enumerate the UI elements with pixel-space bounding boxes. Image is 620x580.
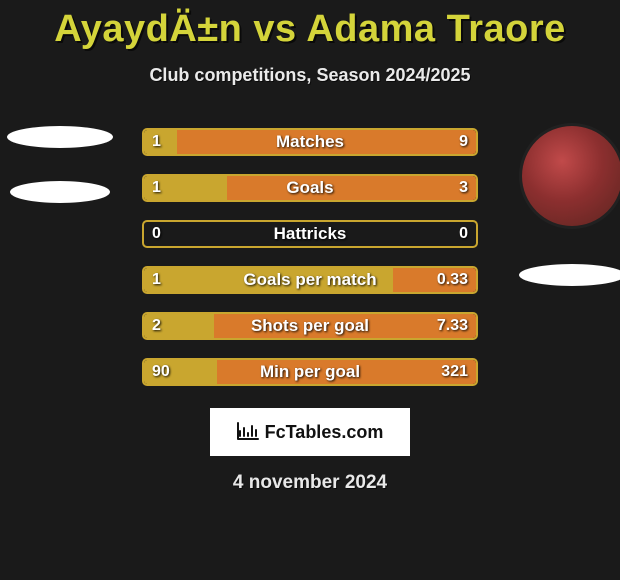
stat-bar-track (142, 128, 478, 156)
stat-row: Matches19 (142, 128, 478, 156)
stat-bar-fill-right (393, 268, 476, 292)
snapshot-date: 4 november 2024 (0, 472, 620, 494)
comparison-stage: Matches19 Goals13 Hattricks00 Goals per mat… (0, 128, 620, 494)
stat-bar-fill-right (214, 314, 476, 338)
stat-bar-fill-right (177, 130, 476, 154)
stat-bar-fill-left (144, 130, 177, 154)
stat-bar-fill-left (144, 268, 393, 292)
stat-bar-track (142, 312, 478, 340)
stat-row: Min per goal90321 (142, 358, 478, 386)
stat-row: Hattricks00 (142, 220, 478, 248)
stat-bar-track (142, 266, 478, 294)
stat-bar-track (142, 358, 478, 386)
stat-bar-fill-left (144, 176, 227, 200)
stat-row: Goals13 (142, 174, 478, 202)
avatar-placeholder (10, 181, 110, 203)
stat-row: Shots per goal27.33 (142, 312, 478, 340)
stat-bar-fill-right (227, 176, 476, 200)
source-logo-text: FcTables.com (265, 422, 384, 443)
chart-icon (237, 422, 259, 443)
avatar-placeholder (519, 264, 620, 286)
stat-bar-fill-left (144, 314, 214, 338)
comparison-title: AyaydÄ±n vs Adama Traore (0, 0, 620, 51)
stat-row: Goals per match10.33 (142, 266, 478, 294)
stat-bars-container: Matches19 Goals13 Hattricks00 Goals per mat… (142, 128, 478, 386)
player-right-avatar-slot (512, 126, 620, 286)
stat-bar-fill-right (217, 360, 476, 384)
stat-bar-fill-left (144, 360, 217, 384)
player-left-avatar-slot (7, 126, 113, 203)
comparison-subtitle: Club competitions, Season 2024/2025 (0, 65, 620, 86)
avatar-placeholder (7, 126, 113, 148)
stat-bar-track (142, 220, 478, 248)
stat-bar-track (142, 174, 478, 202)
player-right-avatar (522, 126, 620, 226)
source-logo: FcTables.com (210, 408, 410, 456)
